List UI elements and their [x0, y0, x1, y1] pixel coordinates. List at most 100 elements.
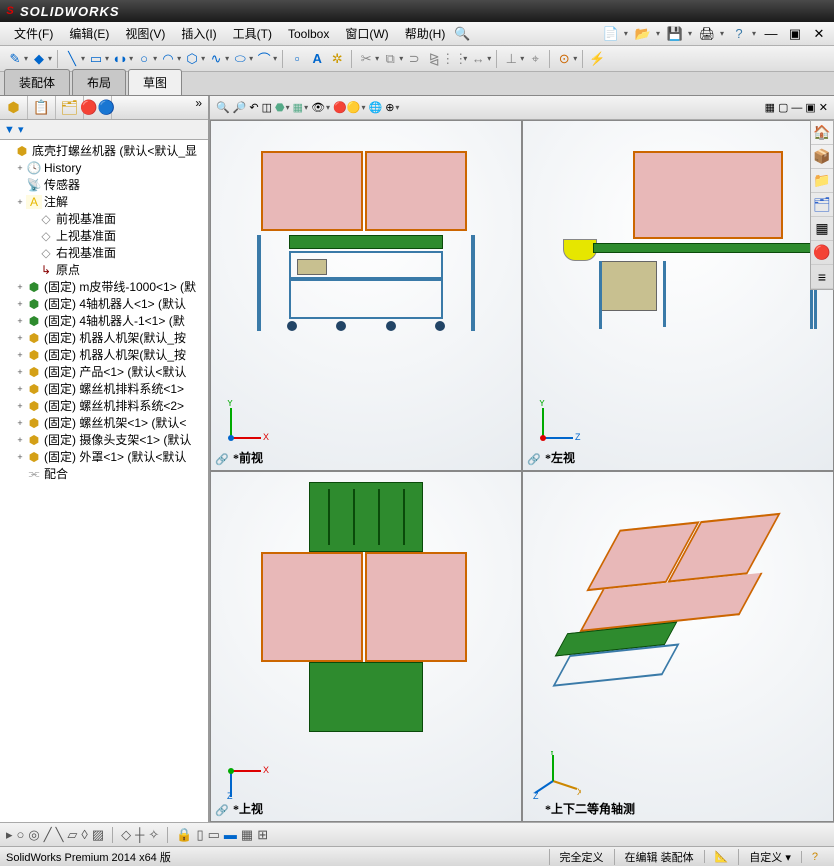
viewport-front[interactable]: XY 🔗 *前视	[210, 120, 522, 471]
scene-icon[interactable]: 🌐	[368, 101, 382, 114]
relation-icon[interactable]: ⊥	[502, 50, 520, 68]
open-icon[interactable]: 📂	[634, 25, 652, 43]
vp-min-icon[interactable]: —	[791, 102, 802, 114]
circle-icon[interactable]: ○	[135, 50, 153, 68]
zoom-fit-icon[interactable]: 🔍	[216, 101, 230, 114]
save-icon[interactable]: 💾	[666, 25, 684, 43]
library-icon[interactable]: 📁	[811, 169, 833, 193]
ellipse-icon[interactable]: ⬭	[231, 50, 249, 68]
tab-layout[interactable]: 布局	[72, 69, 126, 95]
point-icon[interactable]: ▫	[288, 50, 306, 68]
status-help-icon[interactable]: ?	[801, 851, 828, 863]
menu-help[interactable]: 帮助(H)	[397, 23, 454, 44]
viewport-top[interactable]: XZ 🔗 *上视	[210, 471, 522, 822]
fm-tree-tab-icon[interactable]: ⬢	[0, 96, 28, 119]
hide-icon[interactable]: 👁	[311, 101, 325, 114]
vp-max-icon[interactable]: ▣	[805, 101, 815, 114]
snap-icon[interactable]: ✲	[328, 50, 346, 68]
sel-layout1-icon[interactable]: ▯	[196, 827, 203, 843]
prev-view-icon[interactable]: ↶	[249, 101, 258, 114]
sel-face-icon[interactable]: ▱	[67, 827, 77, 843]
sel-axis-icon[interactable]: ┼	[135, 827, 144, 842]
custom-prop-icon[interactable]: ≡	[811, 265, 833, 289]
sel-layout3-icon[interactable]: ▬	[224, 827, 237, 842]
sel-plane-icon[interactable]: ◇	[121, 827, 131, 843]
sel-arrow-icon[interactable]: ▸	[6, 827, 13, 843]
status-custom[interactable]: 自定义 ▾	[738, 849, 801, 865]
status-ruler-icon[interactable]: 📐	[704, 850, 739, 863]
new-doc-icon[interactable]: 📄	[602, 25, 620, 43]
quick-snap-icon[interactable]: ⊙	[555, 50, 573, 68]
viewport-iso[interactable]: XYZ *上下二等角轴测	[522, 471, 834, 822]
maximize-icon[interactable]: ▣	[786, 25, 804, 43]
viewport-area: 🔍 🔎 ↶ ◫ ⬣▾ ▦▾ 👁▾ 🔴🟡▾ 🌐 ⊕▾ ▦ ▢ — ▣ ✕	[210, 96, 834, 822]
text-icon[interactable]: A	[308, 50, 326, 68]
sel-vertex-icon[interactable]: ○	[17, 827, 25, 842]
pattern-icon[interactable]: ⋮⋮	[445, 50, 463, 68]
sketch-icon[interactable]: ✎	[6, 50, 24, 68]
sel-circle-icon[interactable]: ◎	[28, 827, 39, 843]
rapid-sketch-icon[interactable]: ⚡	[588, 50, 606, 68]
move-icon[interactable]: ↔	[469, 50, 487, 68]
view-palette-icon[interactable]: ▦	[811, 217, 833, 241]
rect-icon[interactable]: ▭	[87, 50, 105, 68]
tab-sketch[interactable]: 草图	[128, 69, 182, 95]
fm-prop-tab-icon[interactable]: 📋	[28, 96, 56, 119]
svg-text:Z: Z	[533, 791, 539, 799]
dimension-icon[interactable]: ◆	[30, 50, 48, 68]
menu-edit[interactable]: 编辑(E)	[61, 23, 117, 44]
tab-assembly[interactable]: 装配体	[4, 69, 70, 95]
zoom-area-icon[interactable]: 🔎	[233, 101, 247, 114]
display-icon[interactable]: ▦	[293, 101, 303, 114]
sel-edge-icon[interactable]: ╱	[44, 827, 52, 843]
filter-row[interactable]: ▼ ▾	[0, 120, 208, 140]
vp-layout-icon[interactable]: ▦	[765, 101, 775, 114]
sel-surf-icon[interactable]: ▨	[92, 827, 104, 843]
appearance-pane-icon[interactable]: 🔴	[811, 241, 833, 265]
convert-icon[interactable]: ⧉	[381, 50, 399, 68]
close-icon[interactable]: ✕	[810, 25, 828, 43]
help-icon[interactable]: ?	[730, 25, 748, 43]
offset-icon[interactable]: ⊃	[405, 50, 423, 68]
line-icon[interactable]: ╲	[63, 50, 81, 68]
vp-close-icon[interactable]: ✕	[819, 101, 828, 114]
minimize-icon[interactable]: —	[762, 25, 780, 43]
menu-file[interactable]: 文件(F)	[6, 23, 61, 44]
resources-icon[interactable]: 📦	[811, 145, 833, 169]
sel-origin-icon[interactable]: ✧	[148, 827, 159, 843]
viewport-left[interactable]: ZY 🔗 *左视	[522, 120, 834, 471]
menu-view[interactable]: 视图(V)	[117, 23, 173, 44]
polygon-icon[interactable]: ⬡	[183, 50, 201, 68]
trim-icon[interactable]: ✂	[357, 50, 375, 68]
section-icon[interactable]: ◫	[262, 101, 272, 114]
feature-tree[interactable]: ⬢底壳打螺丝机器 (默认<默认_显 +🕓History 📡传感器 +A注解 ◇前…	[0, 140, 208, 822]
repair-icon[interactable]: ⌖	[526, 50, 544, 68]
orient-icon[interactable]: ⬣	[275, 101, 285, 114]
fm-display-tab-icon[interactable]: 🔴🔵	[84, 96, 112, 119]
slot-icon[interactable]: ◖◗	[111, 50, 129, 68]
appearance-icon[interactable]: 🔴🟡	[333, 101, 360, 114]
sel-layout5-icon[interactable]: ⊞	[257, 827, 268, 843]
menu-tools[interactable]: 工具(T)	[225, 23, 280, 44]
arc-icon[interactable]: ◠	[159, 50, 177, 68]
menu-insert[interactable]: 插入(I)	[173, 23, 224, 44]
sel-edge2-icon[interactable]: ╲	[56, 827, 64, 843]
side-expand-icon[interactable]: »	[189, 96, 208, 119]
render-icon[interactable]: ⊕	[385, 101, 394, 114]
fillet-icon[interactable]: ⌒	[255, 50, 273, 68]
menu-window[interactable]: 窗口(W)	[337, 23, 396, 44]
explorer-icon[interactable]: 🗂	[811, 193, 833, 217]
link-icon: 🔗	[527, 453, 541, 466]
svg-text:Y: Y	[539, 400, 545, 408]
home-icon[interactable]: 🏠	[811, 121, 833, 145]
svg-text:Z: Z	[227, 791, 233, 799]
vp-single-icon[interactable]: ▢	[778, 101, 788, 114]
print-icon[interactable]: 🖨	[698, 25, 716, 43]
menu-toolbox[interactable]: Toolbox	[280, 25, 337, 43]
spline-icon[interactable]: ∿	[207, 50, 225, 68]
sel-layout4-icon[interactable]: ▦	[241, 827, 253, 843]
sel-layout2-icon[interactable]: ▭	[208, 827, 220, 843]
sel-lock-icon[interactable]: 🔒	[176, 827, 192, 843]
sel-loop-icon[interactable]: ◊	[81, 827, 87, 842]
search-icon[interactable]: 🔍	[453, 25, 471, 43]
